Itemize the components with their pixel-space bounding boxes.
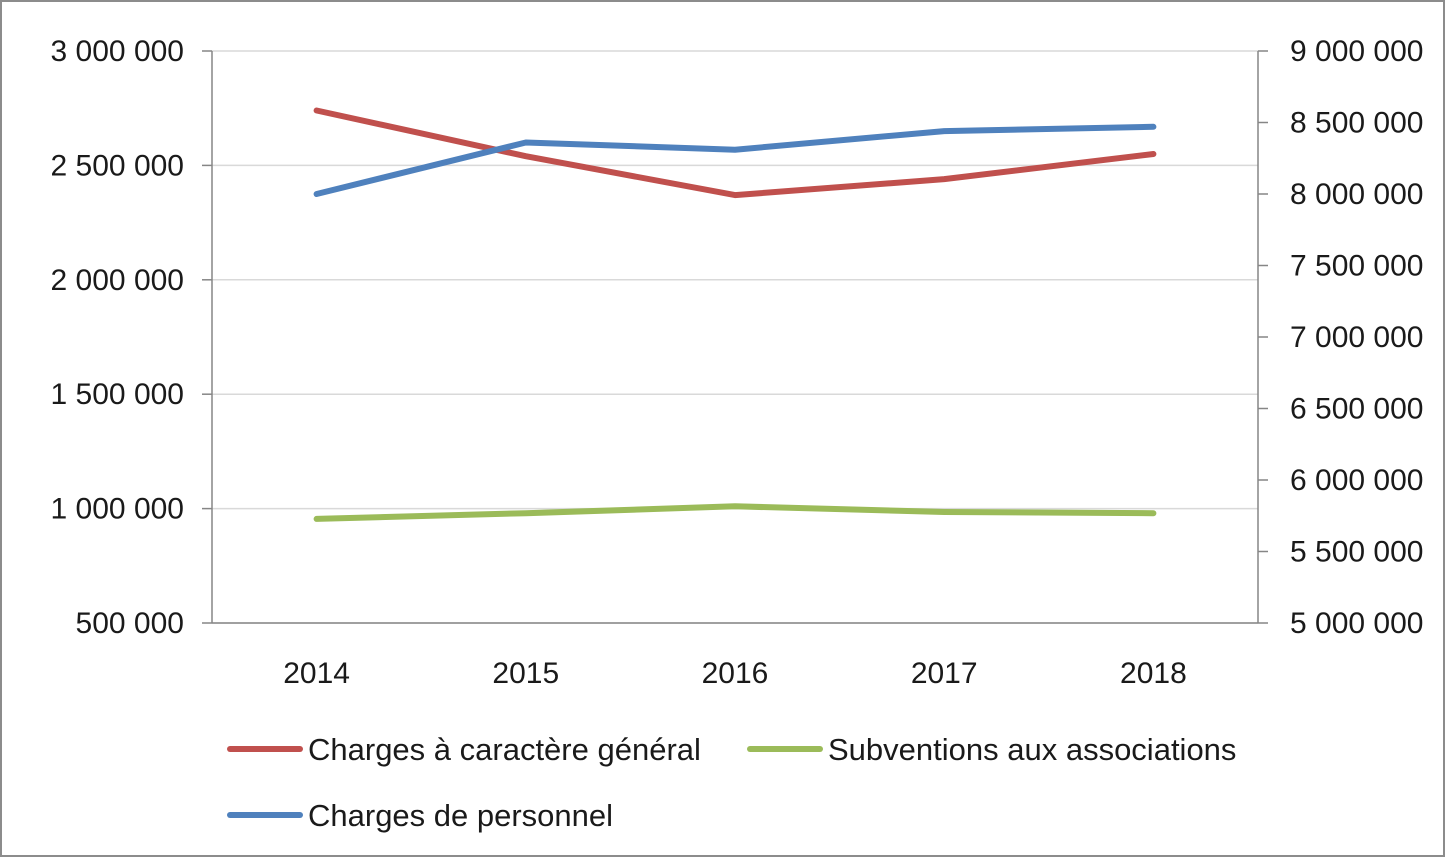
right-tick-label: 8 000 000 bbox=[1290, 178, 1423, 211]
left-tick-label: 2 500 000 bbox=[51, 149, 184, 182]
series-line-2 bbox=[313, 503, 1157, 522]
x-axis-ticks: 2014 2015 2016 2017 2018 bbox=[283, 657, 1187, 690]
x-tick-label: 2016 bbox=[702, 657, 769, 690]
x-tick-label: 2017 bbox=[911, 657, 978, 690]
gridlines bbox=[212, 50, 1258, 624]
x-tick-label: 2015 bbox=[492, 657, 559, 690]
axes bbox=[211, 51, 1259, 624]
left-tick-label: 500 000 bbox=[76, 607, 184, 640]
right-tick-label: 6 500 000 bbox=[1290, 393, 1423, 426]
left-tick-label: 2 000 000 bbox=[51, 264, 184, 297]
x-tick-label: 2018 bbox=[1120, 657, 1187, 690]
left-tick-label: 1 500 000 bbox=[51, 378, 184, 411]
right-axis-ticks: 9 000 000 8 500 000 8 000 000 7 500 000 7 00… bbox=[1258, 35, 1423, 640]
series-line-1 bbox=[313, 107, 1157, 199]
left-tick-label: 1 000 000 bbox=[51, 493, 184, 526]
x-tick-label: 2014 bbox=[283, 657, 350, 690]
right-tick-label: 6 000 000 bbox=[1290, 464, 1423, 497]
series-line-3 bbox=[313, 123, 1157, 197]
right-tick-label: 5 000 000 bbox=[1290, 607, 1423, 640]
left-axis-ticks: 3 000 000 2 500 000 2 000 000 1 500 000 1 00… bbox=[51, 35, 212, 640]
series-lines bbox=[313, 107, 1157, 522]
legend-label: Charges de personnel bbox=[308, 798, 613, 833]
right-tick-label: 7 000 000 bbox=[1290, 321, 1423, 354]
right-tick-label: 5 500 000 bbox=[1290, 536, 1423, 569]
right-tick-label: 8 500 000 bbox=[1290, 107, 1423, 140]
right-tick-label: 7 500 000 bbox=[1290, 250, 1423, 283]
legend-label: Subventions aux associations bbox=[828, 732, 1236, 767]
right-tick-label: 9 000 000 bbox=[1290, 35, 1423, 68]
left-tick-label: 3 000 000 bbox=[51, 35, 184, 68]
legend: Charges à caractère général Subventions a… bbox=[227, 732, 1236, 833]
legend-label: Charges à caractère général bbox=[308, 732, 701, 767]
